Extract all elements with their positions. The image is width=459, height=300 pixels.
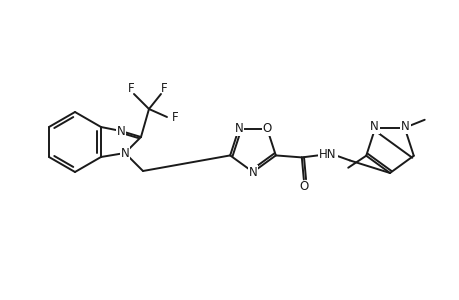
Text: HN: HN — [319, 148, 336, 161]
Text: N: N — [248, 166, 257, 178]
Text: F: F — [171, 110, 178, 124]
Text: N: N — [234, 122, 243, 135]
Text: F: F — [160, 82, 167, 94]
Text: N: N — [116, 124, 125, 137]
Text: N: N — [400, 120, 409, 133]
Text: N: N — [369, 120, 378, 133]
Text: F: F — [128, 82, 134, 94]
Text: O: O — [262, 122, 271, 135]
Text: O: O — [299, 180, 308, 193]
Text: N: N — [120, 146, 129, 160]
